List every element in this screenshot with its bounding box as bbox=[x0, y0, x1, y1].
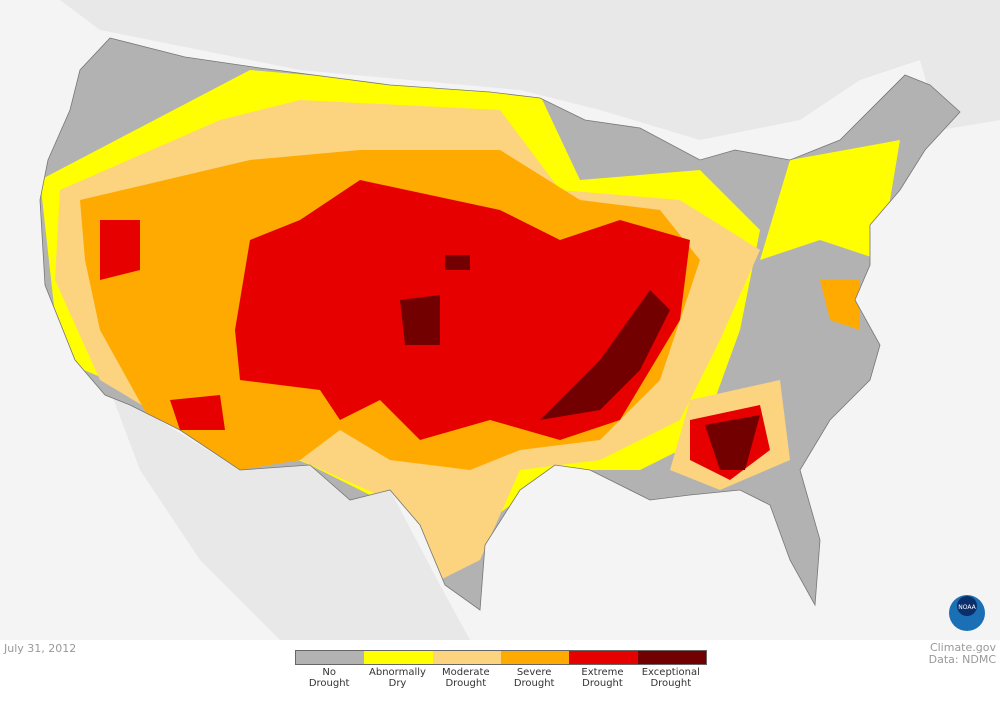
legend-swatch-moderate bbox=[432, 651, 501, 664]
legend-label: Exceptional Drought bbox=[641, 667, 700, 689]
drought-areas bbox=[40, 38, 960, 610]
svg-text:NOAA: NOAA bbox=[958, 604, 976, 611]
legend-swatch-exceptional bbox=[637, 651, 706, 664]
legend-label: Abnormally Dry bbox=[369, 667, 426, 689]
site-credit: Climate.gov bbox=[929, 641, 996, 654]
noaa-logo: NOAA bbox=[949, 595, 985, 631]
credits: Climate.gov Data: NDMC bbox=[929, 642, 996, 666]
mexico-landmass bbox=[110, 390, 470, 640]
legend-label: Severe Drought bbox=[513, 667, 555, 689]
legend-swatch-extreme bbox=[569, 651, 638, 664]
legend-label: No Drought bbox=[308, 667, 350, 689]
data-source: Data: NDMC bbox=[928, 653, 996, 666]
map-date: July 31, 2012 bbox=[4, 642, 77, 655]
legend-label: Extreme Drought bbox=[581, 667, 624, 689]
us-outline bbox=[39, 37, 961, 611]
legend-colorbar bbox=[295, 650, 707, 665]
legend-swatch-severe bbox=[500, 651, 570, 664]
legend-label: Moderate Drought bbox=[442, 667, 490, 689]
canada-landmass bbox=[0, 0, 1000, 140]
drought-map: NOAA bbox=[0, 0, 1000, 640]
legend-labels: No Drought Abnormally Dry Moderate Droug… bbox=[295, 667, 705, 689]
legend-swatch-no-drought bbox=[296, 651, 365, 664]
legend-swatch-abnormally-dry bbox=[364, 651, 433, 664]
